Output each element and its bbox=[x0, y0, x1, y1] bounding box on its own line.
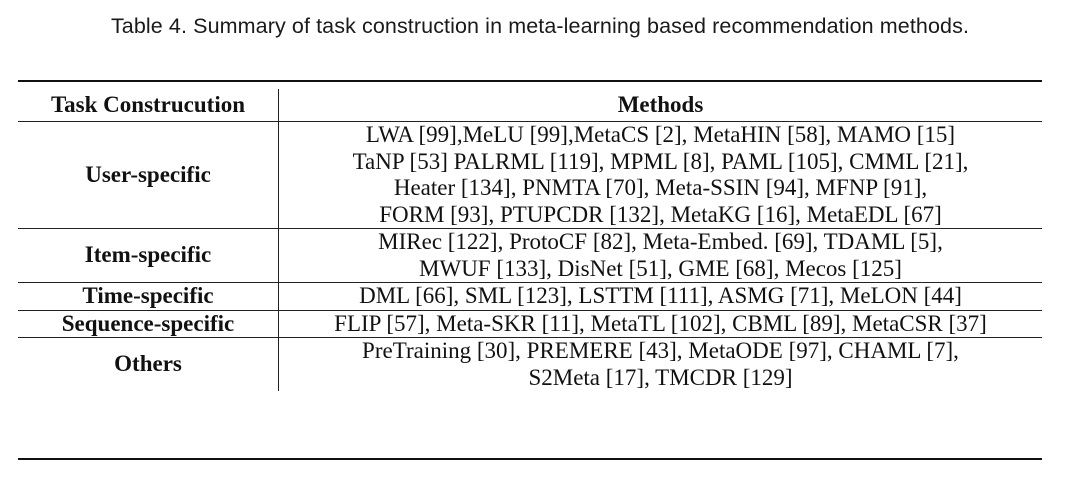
table-row-others: Others PreTraining [30], PREMERE [43], M… bbox=[18, 337, 1043, 392]
table-row-user-specific: User-specific LWA [99],MeLU [99],MetaCS … bbox=[18, 121, 1042, 229]
table-header-row: Task Construcution Methods bbox=[18, 89, 1042, 122]
table-bottom-rule bbox=[18, 458, 1042, 460]
methods-line: DML [66], SML [123], LSTTM [111], ASMG [… bbox=[359, 283, 962, 308]
methods-line: FORM [93], PTUPCDR [132], MetaKG [16], M… bbox=[379, 201, 942, 227]
row-label: Others bbox=[18, 337, 279, 391]
row-label: User-specific bbox=[18, 121, 279, 229]
summary-table: Task Construcution Methods User-specific… bbox=[18, 89, 1042, 391]
table-row-time-specific: Time-specific DML [66], SML [123], LSTTM… bbox=[18, 282, 1042, 311]
header-methods: Methods bbox=[278, 89, 1042, 122]
row-label: Item-specific bbox=[18, 228, 279, 283]
methods-line: FLIP [57], Meta-SKR [11], MetaTL [102], … bbox=[334, 310, 987, 336]
row-methods: PreTraining [30], PREMERE [43], MetaODE … bbox=[279, 338, 1043, 392]
methods-line: PreTraining [30], PREMERE [43], MetaODE … bbox=[362, 338, 959, 363]
methods-line: MIRec [122], ProtoCF [82], Meta-Embed. [… bbox=[378, 229, 943, 254]
row-methods: LWA [99],MeLU [99],MetaCS [2], MetaHIN [… bbox=[278, 121, 1042, 229]
methods-line: MWUF [133], DisNet [51], GME [68], Mecos… bbox=[419, 255, 902, 281]
table-top-rule bbox=[18, 80, 1042, 82]
methods-line: S2Meta [17], TMCDR [129] bbox=[528, 364, 793, 390]
table-row-item-specific: Item-specific MIRec [122], ProtoCF [82],… bbox=[18, 228, 1042, 283]
header-task-construction: Task Construcution bbox=[18, 89, 279, 122]
row-label: Time-specific bbox=[18, 282, 279, 311]
row-methods: MIRec [122], ProtoCF [82], Meta-Embed. [… bbox=[278, 228, 1042, 283]
methods-line: TaNP [53] PALRML [119], MPML [8], PAML [… bbox=[352, 148, 969, 174]
table-row-sequence-specific: Sequence-specific FLIP [57], Meta-SKR [1… bbox=[18, 310, 1042, 338]
row-label: Sequence-specific bbox=[18, 310, 279, 338]
table-caption: Table 4. Summary of task construction in… bbox=[110, 14, 970, 38]
methods-line: Heater [134], PNMTA [70], Meta-SSIN [94]… bbox=[393, 175, 928, 200]
row-methods: FLIP [57], Meta-SKR [11], MetaTL [102], … bbox=[278, 310, 1042, 338]
row-methods: DML [66], SML [123], LSTTM [111], ASMG [… bbox=[278, 282, 1042, 311]
methods-line: LWA [99],MeLU [99],MetaCS [2], MetaHIN [… bbox=[365, 122, 956, 147]
